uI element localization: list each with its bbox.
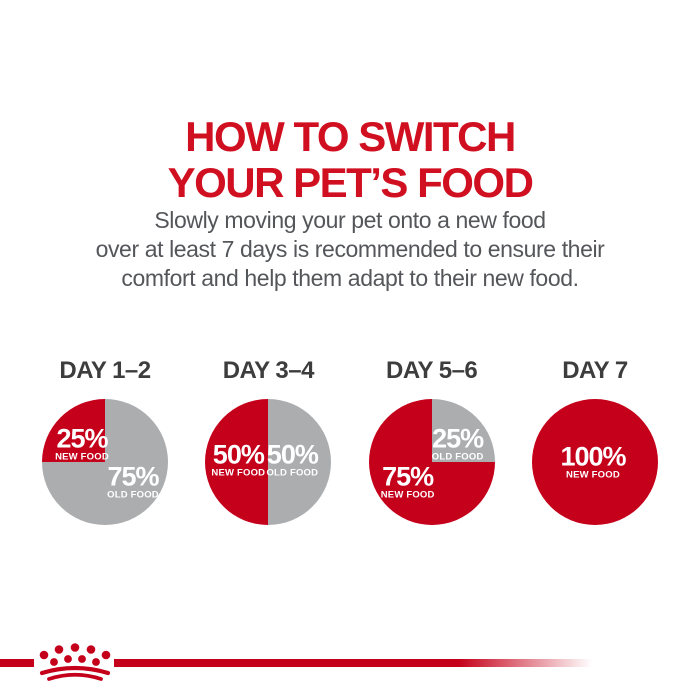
page-title-line1: HOW TO SWITCH <box>185 113 516 161</box>
page-title: HOW TO SWITCH YOUR PET’S FOOD <box>0 114 700 206</box>
slice-label-new-food: 100% NEW FOOD <box>560 441 626 481</box>
slice-caption: OLD FOOD <box>266 467 319 479</box>
day-3-4-heading: DAY 3–4 <box>222 357 315 384</box>
slice-percent: 50% <box>266 439 319 470</box>
pie-chart-day-5-6: DAY 5–6 25% OLD FOOD 75% NEW FOOD <box>352 357 512 525</box>
footer-rule-right <box>114 659 592 667</box>
royal-canin-crown-icon <box>36 642 114 682</box>
slice-percent: 25% <box>432 423 484 454</box>
pie-day-3-4: 50% NEW FOOD 50% OLD FOOD <box>205 399 332 525</box>
slice-percent: 75% <box>382 461 434 492</box>
pie-chart-row: DAY 1–2 25% NEW FOOD 75% OLD FOOD DAY 3–… <box>0 357 700 525</box>
slice-label-old-food: 25% OLD FOOD <box>431 423 484 463</box>
pie-chart-day-1-2: DAY 1–2 25% NEW FOOD 75% OLD FOOD <box>25 357 185 525</box>
intro-text: Slowly moving your pet onto a new food o… <box>0 206 700 293</box>
day-7-heading: DAY 7 <box>562 357 628 384</box>
intro-line2: over at least 7 days is recommended to e… <box>95 236 605 262</box>
intro-line3: comfort and help them adapt to their new… <box>121 265 579 291</box>
slice-label-old-food: 75% OLD FOOD <box>107 461 159 501</box>
slice-percent: 100% <box>560 441 626 472</box>
intro-line1: Slowly moving your pet onto a new food <box>154 207 546 233</box>
slice-label-new-food: 25% NEW FOOD <box>55 423 109 463</box>
day-1-2-heading: DAY 1–2 <box>59 357 151 384</box>
slice-caption: NEW FOOD <box>380 489 435 501</box>
footer-rule-left <box>0 659 34 667</box>
pie-day-5-6: 25% OLD FOOD 75% NEW FOOD <box>368 399 495 525</box>
day-5-6-heading: DAY 5–6 <box>386 357 478 384</box>
pie-chart-day-7: DAY 7 100% NEW FOOD <box>515 357 675 525</box>
page-title-line2: YOUR PET’S FOOD <box>167 159 534 207</box>
slice-caption: NEW FOOD <box>211 467 266 479</box>
slice-percent: 50% <box>212 439 265 470</box>
slice-label-new-food: 75% NEW FOOD <box>380 461 435 501</box>
slice-percent: 75% <box>107 461 159 492</box>
slice-label-old-food: 50% OLD FOOD <box>266 439 319 479</box>
pie-day-1-2: 25% NEW FOOD 75% OLD FOOD <box>42 399 168 525</box>
slice-caption: NEW FOOD <box>55 451 109 463</box>
pie-day-7: 100% NEW FOOD <box>531 399 658 525</box>
slice-caption: OLD FOOD <box>431 451 484 463</box>
slice-percent: 25% <box>56 423 108 454</box>
slice-caption: NEW FOOD <box>566 469 620 481</box>
slice-caption: OLD FOOD <box>107 489 159 501</box>
pie-chart-day-3-4: DAY 3–4 50% NEW FOOD 50% OLD FOOD <box>188 357 348 525</box>
slice-label-new-food: 50% NEW FOOD <box>211 439 266 479</box>
